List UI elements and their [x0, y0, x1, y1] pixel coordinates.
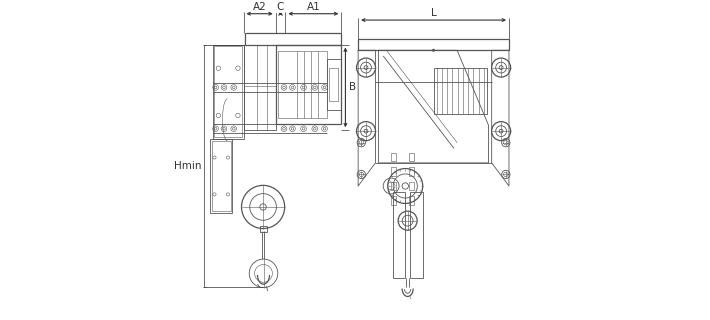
Text: A2: A2: [253, 2, 266, 12]
Bar: [212, 141, 231, 211]
Bar: [410, 153, 414, 161]
Bar: [275, 44, 342, 124]
Bar: [329, 68, 339, 101]
Bar: [278, 51, 327, 118]
Text: L: L: [431, 8, 437, 19]
Bar: [410, 196, 414, 204]
Text: C: C: [277, 2, 284, 12]
Bar: [410, 192, 422, 278]
Bar: [393, 192, 405, 278]
Bar: [434, 68, 487, 114]
Bar: [410, 182, 414, 190]
Text: Hmin: Hmin: [173, 161, 201, 171]
Bar: [244, 44, 275, 130]
Bar: [327, 59, 342, 109]
Bar: [410, 167, 414, 176]
Bar: [214, 46, 242, 138]
Bar: [391, 196, 395, 204]
Bar: [210, 139, 232, 213]
Bar: [391, 182, 395, 190]
Circle shape: [432, 49, 435, 52]
Text: B: B: [349, 82, 356, 92]
Bar: [260, 226, 267, 232]
Text: A1: A1: [307, 2, 320, 12]
Bar: [391, 167, 395, 176]
Bar: [213, 44, 244, 139]
Bar: [391, 153, 395, 161]
